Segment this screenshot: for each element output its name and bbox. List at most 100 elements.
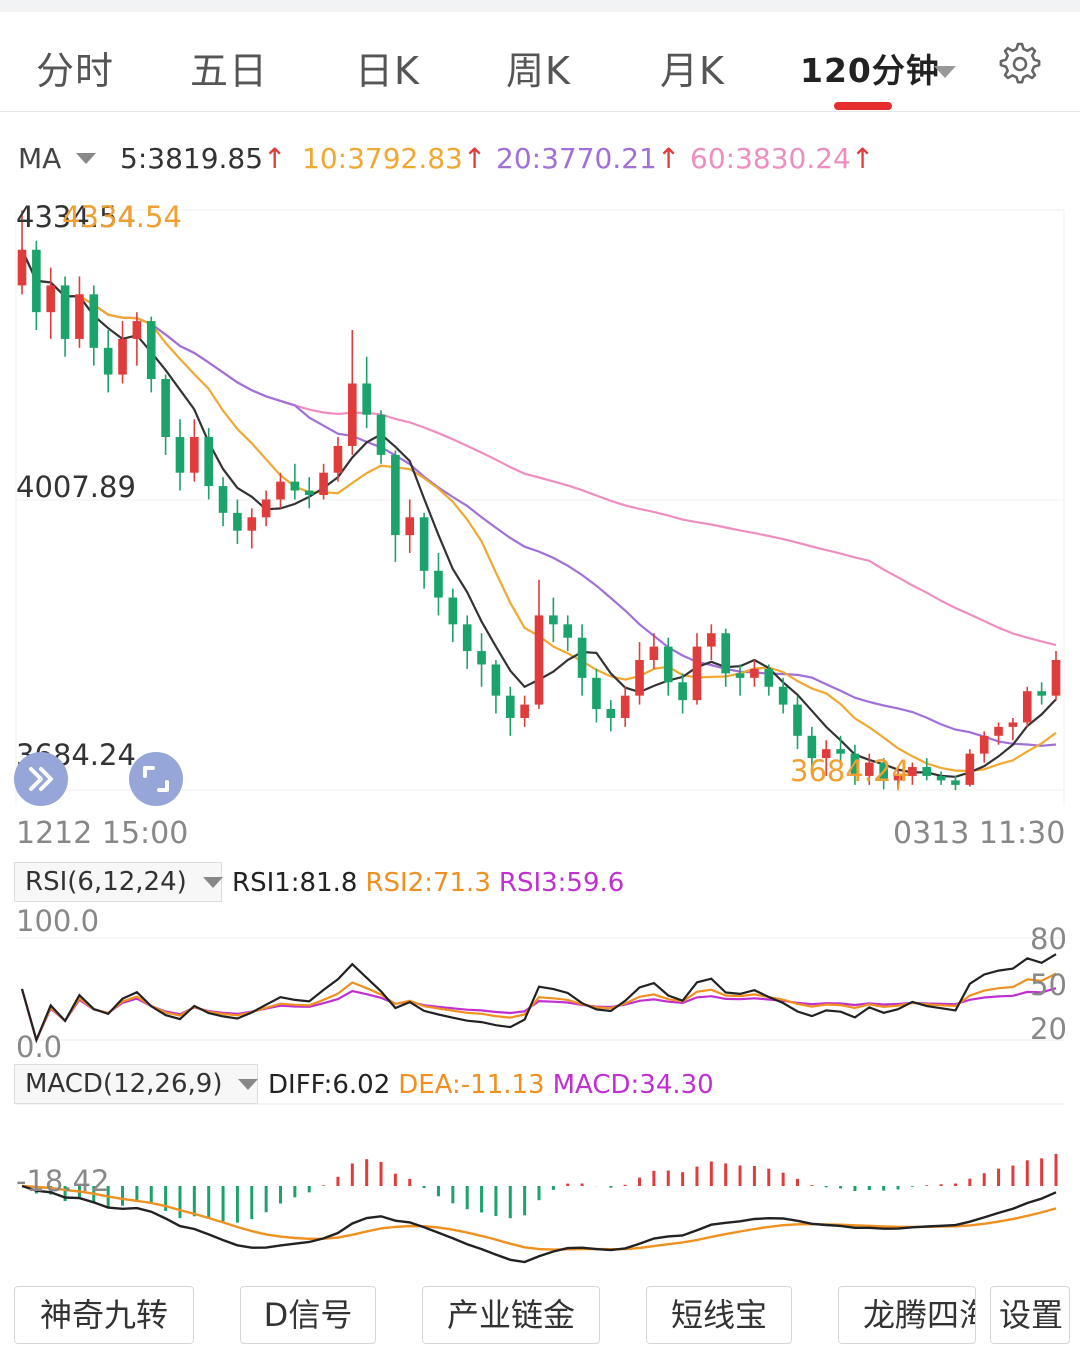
- rsi1-line: [20, 953, 1057, 1044]
- macd-selector[interactable]: MACD(12,26,9): [14, 1064, 259, 1104]
- candle: [735, 673, 745, 678]
- arrow-up-icon: ↑: [263, 142, 287, 175]
- rsi2-value: RSI2:71.3: [365, 868, 491, 898]
- time-start-label: 1212 15:00: [16, 816, 189, 851]
- candle: [1022, 691, 1032, 723]
- candle: [994, 726, 1003, 736]
- kline-chart[interactable]: [0, 0, 1080, 1280]
- industry-chain-button[interactable]: 产业链金: [422, 1286, 600, 1344]
- candle: [549, 615, 558, 625]
- candle: [1037, 691, 1046, 696]
- candle: [462, 624, 472, 652]
- tab-fenshi[interactable]: 分时: [36, 49, 115, 93]
- rsi1-value: RSI1:81.8: [232, 868, 358, 898]
- candle: [132, 321, 142, 339]
- candle: [448, 597, 458, 625]
- tab-zhouk[interactable]: 周K: [506, 49, 571, 93]
- tab-120min[interactable]: 120分钟: [800, 51, 940, 90]
- candle: [936, 775, 946, 781]
- rsi-selector[interactable]: RSI(6,12,24): [14, 862, 223, 902]
- chevron-down-icon: [202, 877, 223, 888]
- candle: [922, 767, 932, 776]
- time-end-label: 0313 11:30: [893, 816, 1066, 851]
- price-mid-label: 4007.89: [16, 470, 136, 504]
- candle: [290, 481, 300, 491]
- ma10-value: 10:3792.83↑: [302, 142, 487, 175]
- candle: [46, 285, 56, 313]
- candle: [477, 651, 486, 665]
- candle: [304, 490, 314, 495]
- candle: [979, 735, 989, 754]
- period-tabs: 分时 五日 日K 周K 月K 120分钟: [0, 12, 1080, 112]
- candle: [204, 437, 214, 487]
- ma-selector[interactable]: MA: [18, 142, 97, 175]
- candle: [161, 379, 170, 438]
- candle: [218, 486, 228, 513]
- arrow-up-icon: ↑: [462, 142, 487, 175]
- price-high-label: 4334.54: [16, 200, 136, 234]
- rsi-tick-80: 80: [1030, 922, 1067, 956]
- shenqi-jiuzhuan-button[interactable]: 神奇九转: [14, 1286, 194, 1344]
- candle: [577, 637, 587, 678]
- candle: [347, 383, 357, 446]
- candle: [391, 454, 400, 536]
- ma20-line: [21, 249, 1057, 747]
- settings-button[interactable]: 设置: [990, 1286, 1070, 1344]
- candle: [261, 499, 271, 518]
- arrow-up-icon: ↑: [656, 142, 681, 175]
- candle: [951, 780, 960, 785]
- gear-icon[interactable]: [994, 40, 1042, 88]
- tab-wuri[interactable]: 五日: [190, 49, 269, 93]
- candle: [721, 633, 731, 674]
- candle: [879, 762, 888, 781]
- candle: [118, 338, 127, 375]
- candle: [103, 347, 113, 375]
- candle: [965, 753, 975, 785]
- macd-axis-label: -18.42: [16, 1164, 110, 1198]
- candle: [419, 517, 429, 571]
- macd-value: MACD:34.30: [552, 1070, 714, 1100]
- duanxianbao-button[interactable]: 短线宝: [646, 1286, 792, 1344]
- expand-panel-button[interactable]: [14, 752, 68, 806]
- candle: [276, 481, 285, 500]
- candle: [807, 735, 817, 759]
- candle: [836, 749, 845, 754]
- tab-rik[interactable]: 日K: [355, 49, 420, 93]
- ma60-value: 60:3830.24↑: [690, 142, 875, 175]
- fullscreen-button[interactable]: [129, 752, 183, 806]
- candle: [678, 682, 687, 701]
- candle: [663, 646, 673, 683]
- candle: [491, 664, 501, 696]
- rsi-tick-50: 50: [1030, 968, 1067, 1002]
- tab-yuek[interactable]: 月K: [660, 49, 725, 93]
- ma20-value: 20:3770.21↑: [496, 142, 681, 175]
- candle: [821, 749, 831, 759]
- candle: [606, 709, 616, 718]
- dea-line: [21, 1184, 1057, 1251]
- min-leader-line: [897, 775, 901, 791]
- candle: [60, 285, 70, 339]
- candle: [850, 753, 860, 776]
- active-tab-indicator: [834, 102, 892, 110]
- d-signal-button[interactable]: D信号: [240, 1286, 376, 1344]
- candle: [908, 767, 917, 776]
- longteng-sihai-button[interactable]: 龙腾四海: [838, 1286, 976, 1344]
- candle: [233, 512, 242, 531]
- fullscreen-icon: [143, 766, 169, 792]
- candle: [520, 704, 529, 718]
- dea-value: DEA:-11.13: [398, 1070, 545, 1100]
- candle: [146, 321, 156, 380]
- status-strip: [0, 0, 1080, 12]
- double-chevron-right-icon: [29, 767, 53, 791]
- candle: [190, 437, 199, 473]
- ma5-value: 5:3819.85↑: [120, 142, 287, 175]
- rsi3-value: RSI3:59.6: [498, 868, 625, 898]
- rsi-bottom-label: 0.0: [16, 1030, 63, 1064]
- candle: [75, 294, 84, 339]
- candle: [793, 704, 802, 736]
- candle: [17, 249, 27, 286]
- chevron-down-icon[interactable]: [934, 66, 956, 78]
- candle: [319, 472, 328, 495]
- chevron-down-icon: [76, 153, 97, 164]
- candle: [247, 517, 257, 531]
